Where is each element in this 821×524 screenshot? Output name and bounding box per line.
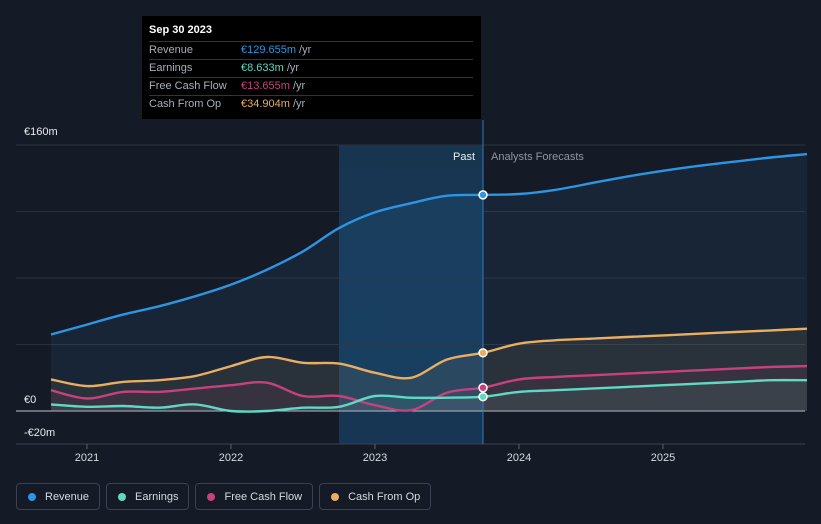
legend-item-free-cash-flow[interactable]: Free Cash Flow	[195, 483, 314, 510]
y-axis-labels: €160m €0 -€20m	[24, 126, 58, 439]
tooltip-date: Sep 30 2023	[149, 24, 212, 36]
hover-markers	[478, 190, 488, 402]
tooltip-unit: /yr	[286, 62, 300, 74]
x-tick-label: 2025	[651, 452, 675, 464]
revenue-line	[50, 152, 808, 336]
legend-label: Cash From Op	[348, 490, 421, 503]
x-tick-label: 2024	[507, 452, 531, 464]
free-cash-flow-area	[51, 366, 807, 411]
legend-label: Free Cash Flow	[224, 490, 303, 503]
tooltip-label: Cash From Op	[149, 98, 222, 110]
tooltip-value: €13.655m	[241, 80, 290, 92]
x-tick-label: 2023	[363, 452, 387, 464]
y-tick-label: -€20m	[24, 427, 55, 439]
x-tick-label: 2022	[219, 452, 243, 464]
revenue-area	[51, 154, 807, 411]
legend-item-revenue[interactable]: Revenue	[16, 483, 101, 510]
free-cash-flow-dot-icon	[207, 492, 216, 501]
forecast-label: Analysts Forecasts	[491, 151, 584, 163]
x-axis-labels: 2021 2022 2023 2024 2025	[75, 444, 675, 464]
cash-from-op-dot-icon	[331, 492, 340, 501]
tooltip-label: Earnings	[149, 62, 193, 74]
tooltip: Sep 30 2023 Revenue €129.655m /yr Earnin…	[142, 16, 481, 119]
legend-label: Revenue	[45, 490, 90, 503]
revenue-dot-icon	[28, 492, 36, 501]
tooltip-label: Revenue	[149, 44, 194, 56]
x-tick-label: 2021	[75, 452, 99, 464]
earnings-marker	[478, 391, 488, 402]
tooltip-row-cash-from-op: Cash From Op €34.904m /yr	[149, 95, 473, 113]
tooltip-label: Free Cash Flow	[149, 80, 227, 92]
cash-from-op-marker	[478, 348, 488, 358]
y-tick-label: €0	[24, 394, 36, 406]
tooltip-row-earnings: Earnings €8.633m /yr	[149, 59, 473, 77]
earnings-line	[50, 378, 808, 413]
cash-from-op-line	[50, 327, 808, 388]
tooltip-value: €129.655m	[241, 44, 297, 56]
tooltip-unit: /yr	[292, 98, 306, 110]
earnings-dot-icon	[118, 492, 127, 501]
legend: Revenue Earnings Free Cash Flow Cash Fro…	[16, 483, 432, 510]
tooltip-row-revenue: Revenue €129.655m /yr	[149, 41, 473, 59]
tooltip-value: €8.633m	[241, 62, 284, 74]
free-cash-flow-line	[50, 364, 808, 412]
tooltip-value: €34.904m	[241, 98, 290, 110]
series-lines	[50, 152, 808, 413]
legend-item-cash-from-op[interactable]: Cash From Op	[319, 483, 432, 510]
tooltip-unit: /yr	[299, 44, 312, 56]
tooltip-unit: /yr	[292, 80, 306, 92]
past-label: Past	[453, 151, 475, 163]
grid	[16, 144, 805, 445]
free-cash-flow-marker	[478, 382, 488, 393]
revenue-marker	[478, 190, 488, 200]
legend-label: Earnings	[135, 490, 179, 503]
tooltip-row-free-cash-flow: Free Cash Flow €13.655m /yr	[149, 77, 473, 95]
legend-item-earnings[interactable]: Earnings	[106, 483, 190, 510]
y-tick-label: €160m	[24, 126, 58, 138]
